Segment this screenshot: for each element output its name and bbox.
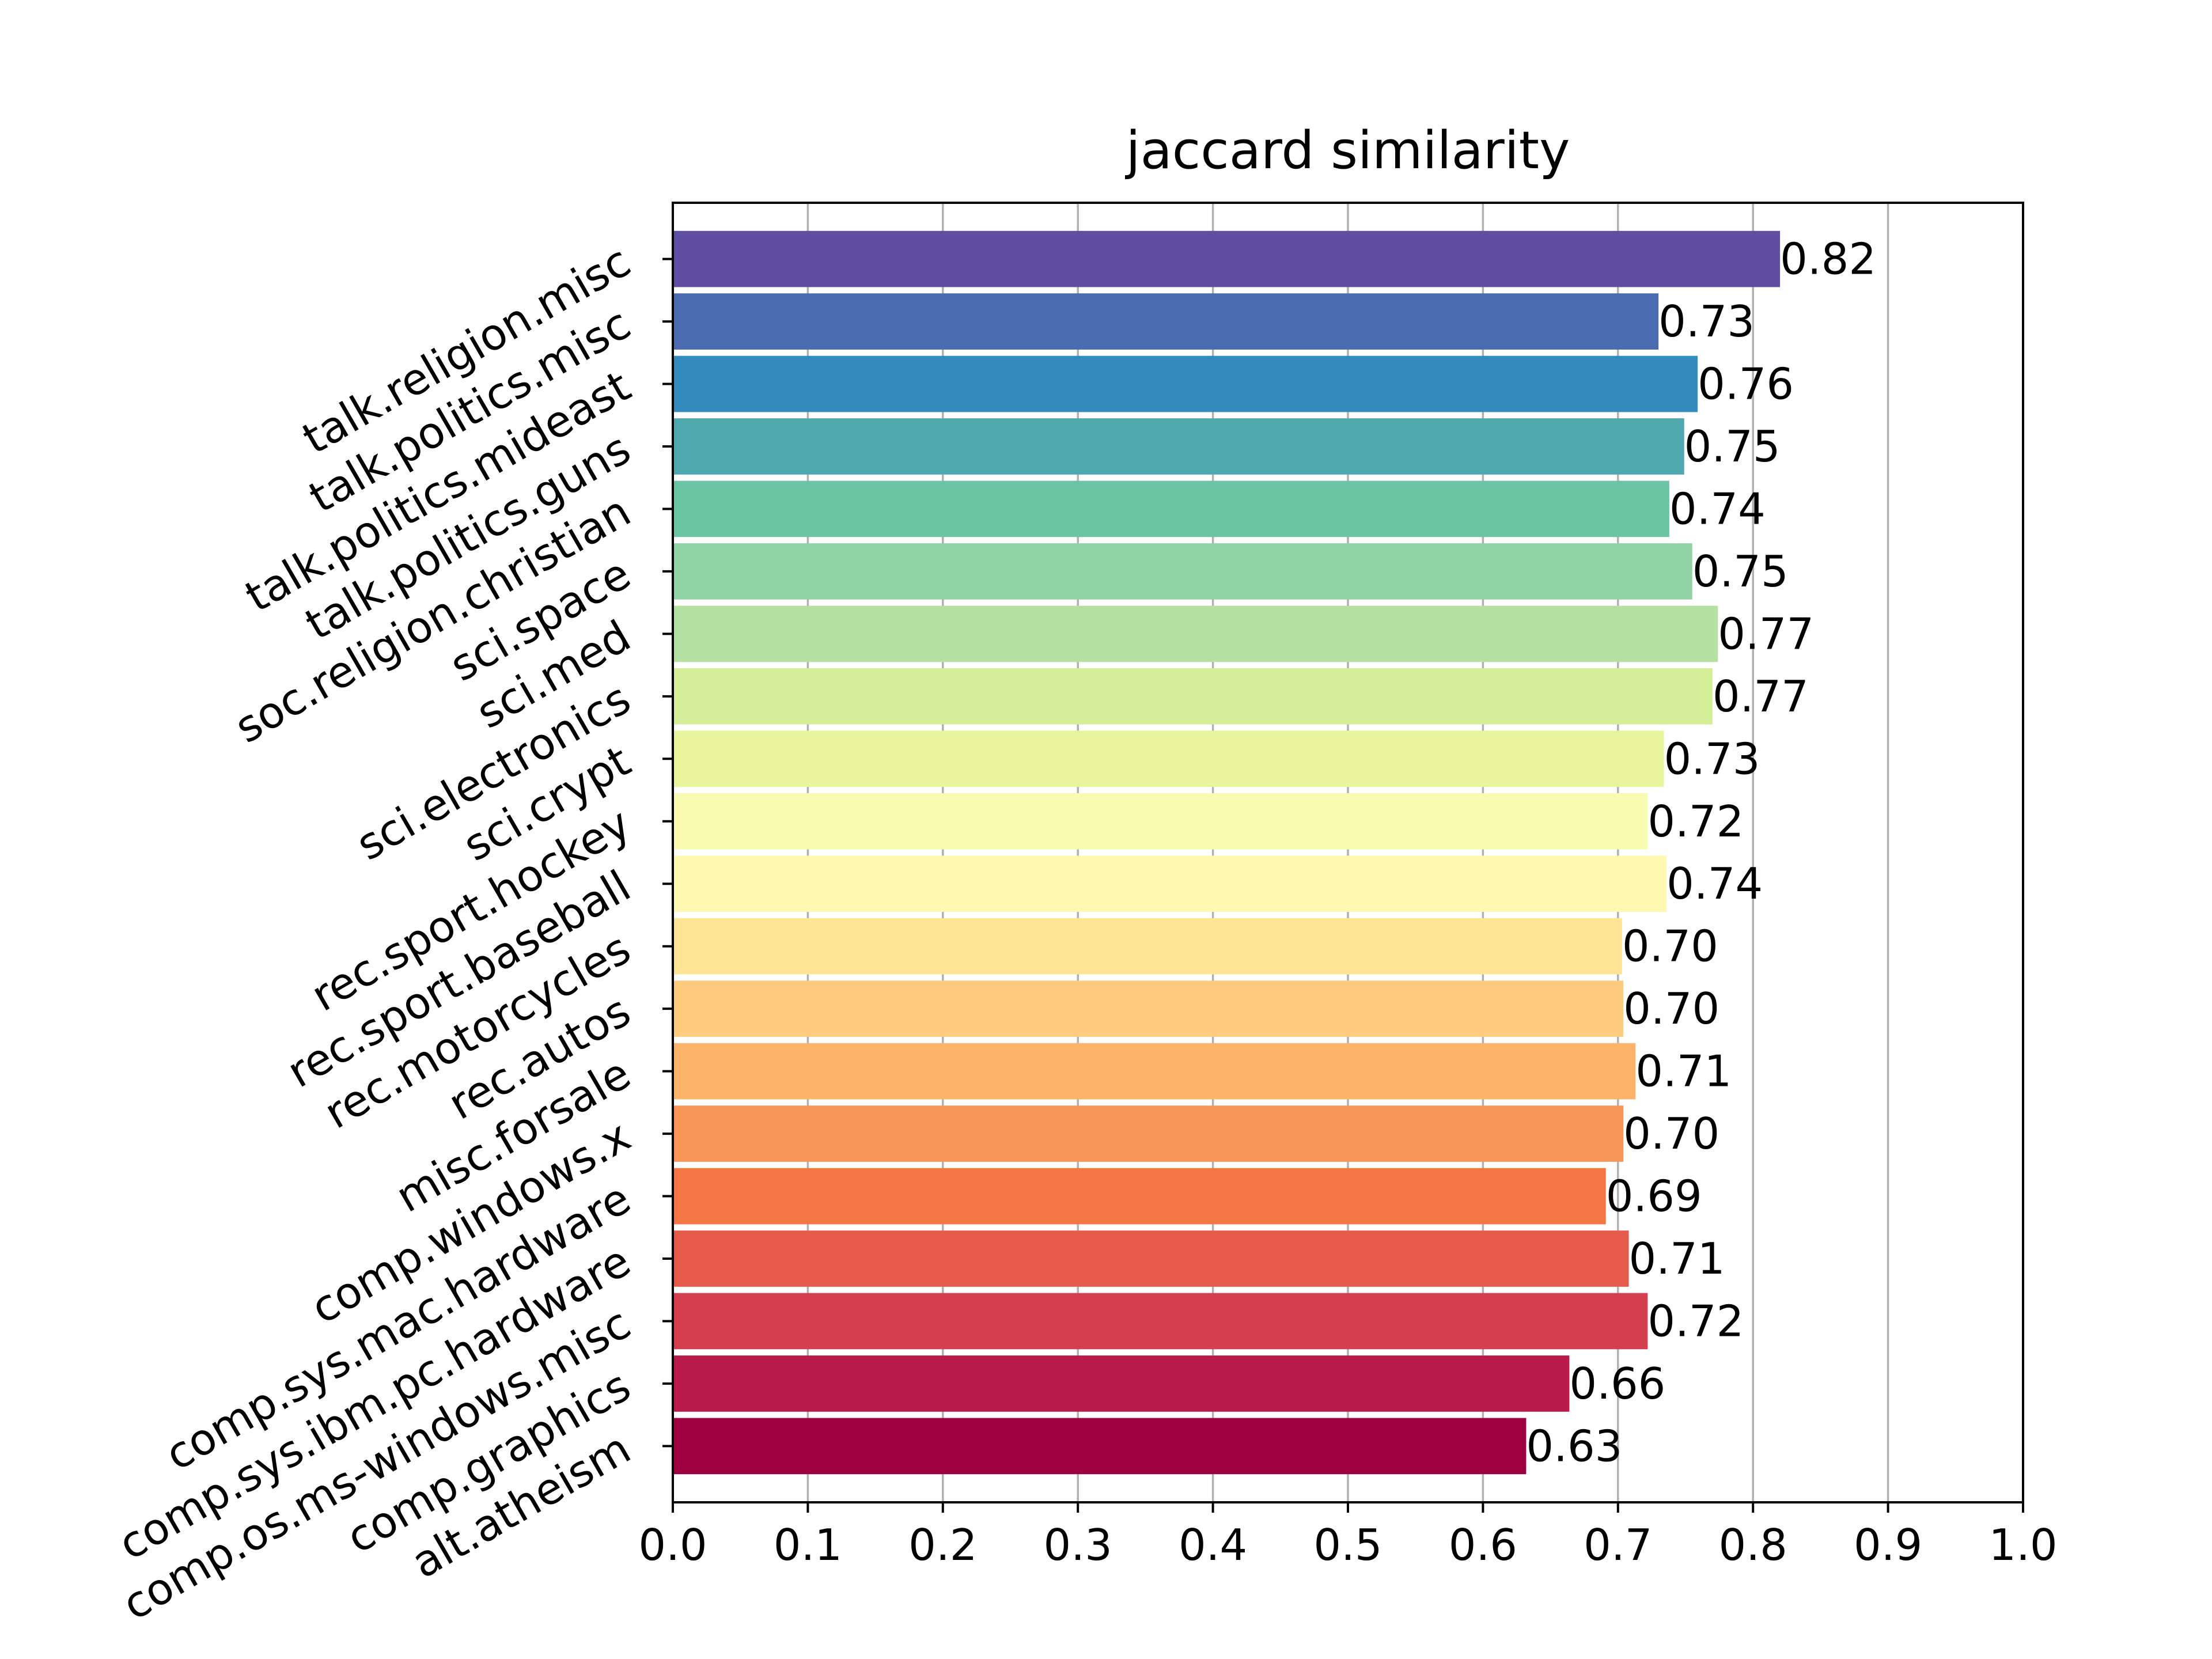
bars bbox=[673, 230, 1781, 1475]
value-label-comp.sys.ibm.pc.hardware: 0.71 bbox=[1629, 1233, 1725, 1284]
x-tick-label: 1.0 bbox=[1988, 1520, 2057, 1570]
value-label-talk.politics.misc: 0.73 bbox=[1658, 296, 1755, 347]
bar-talk.religion.misc bbox=[673, 230, 1781, 287]
x-tick-label: 0.1 bbox=[774, 1520, 842, 1570]
bar-rec.sport.baseball bbox=[673, 855, 1667, 912]
x-tick-label: 0.8 bbox=[1719, 1520, 1787, 1570]
value-label-sci.space: 0.75 bbox=[1692, 546, 1789, 597]
x-tick-label: 0.9 bbox=[1854, 1520, 1922, 1570]
value-label-alt.atheism: 0.63 bbox=[1526, 1421, 1622, 1471]
value-label-talk.politics.mideast: 0.76 bbox=[1698, 359, 1794, 410]
value-label-soc.religion.christian: 0.74 bbox=[1669, 483, 1766, 534]
bar-rec.sport.hockey bbox=[673, 793, 1648, 850]
bar-comp.sys.ibm.pc.hardware bbox=[673, 1230, 1629, 1287]
bar-comp.os.ms-windows.misc bbox=[673, 1293, 1648, 1350]
value-label-comp.sys.mac.hardware: 0.69 bbox=[1606, 1171, 1702, 1222]
bar-sci.space bbox=[673, 543, 1692, 600]
x-tick-label: 0.3 bbox=[1044, 1520, 1112, 1570]
value-label-talk.religion.misc: 0.82 bbox=[1780, 234, 1876, 285]
bar-rec.autos bbox=[673, 980, 1624, 1037]
bar-comp.windows.x bbox=[673, 1105, 1624, 1162]
bar-talk.politics.mideast bbox=[673, 355, 1698, 412]
chart-title: jaccard similarity bbox=[1125, 120, 1570, 181]
value-label-misc.forsale: 0.71 bbox=[1635, 1046, 1732, 1097]
value-labels: 0.63 0.66 0.72 0.71 0.69 0.70 0.71 0.70 0.70 0.74… bbox=[1526, 234, 1876, 1472]
bar-misc.forsale bbox=[673, 1043, 1636, 1100]
value-label-talk.politics.guns: 0.75 bbox=[1684, 421, 1781, 472]
value-label-sci.med: 0.77 bbox=[1718, 608, 1814, 659]
bar-rec.motorcycles bbox=[673, 918, 1622, 975]
bar-comp.sys.mac.hardware bbox=[673, 1168, 1606, 1225]
value-label-comp.windows.x: 0.70 bbox=[1623, 1108, 1719, 1159]
x-tick-label: 0.2 bbox=[908, 1520, 977, 1570]
value-label-comp.graphics: 0.66 bbox=[1569, 1358, 1665, 1409]
bar-sci.electronics bbox=[673, 668, 1713, 725]
bar-talk.politics.guns bbox=[673, 418, 1684, 475]
x-tick-label: 0.7 bbox=[1584, 1520, 1652, 1570]
value-label-rec.autos: 0.70 bbox=[1623, 983, 1719, 1034]
bar-sci.med bbox=[673, 605, 1718, 662]
x-tick-label: 0.5 bbox=[1313, 1520, 1382, 1570]
value-label-sci.crypt: 0.73 bbox=[1664, 733, 1760, 784]
value-label-rec.sport.hockey: 0.72 bbox=[1647, 796, 1744, 847]
x-tick-label: 0.4 bbox=[1179, 1520, 1247, 1570]
value-label-sci.electronics: 0.77 bbox=[1713, 671, 1809, 722]
value-label-comp.os.ms-windows.misc: 0.72 bbox=[1647, 1296, 1744, 1346]
x-tick-label: 0.6 bbox=[1449, 1520, 1517, 1570]
bar-comp.graphics bbox=[673, 1355, 1570, 1412]
bar-talk.politics.misc bbox=[673, 293, 1659, 350]
x-tick-label: 0.0 bbox=[638, 1520, 707, 1570]
value-label-rec.sport.baseball: 0.74 bbox=[1666, 858, 1763, 909]
bar-sci.crypt bbox=[673, 730, 1664, 787]
value-label-rec.motorcycles: 0.70 bbox=[1622, 921, 1718, 972]
x-axis: 0.0 0.1 0.2 0.3 0.4 0.5 0.6 0.7 0.8 0.9 1.0 bbox=[638, 1502, 2058, 1570]
bar-alt.atheism bbox=[673, 1418, 1527, 1475]
bar-soc.religion.christian bbox=[673, 480, 1669, 537]
